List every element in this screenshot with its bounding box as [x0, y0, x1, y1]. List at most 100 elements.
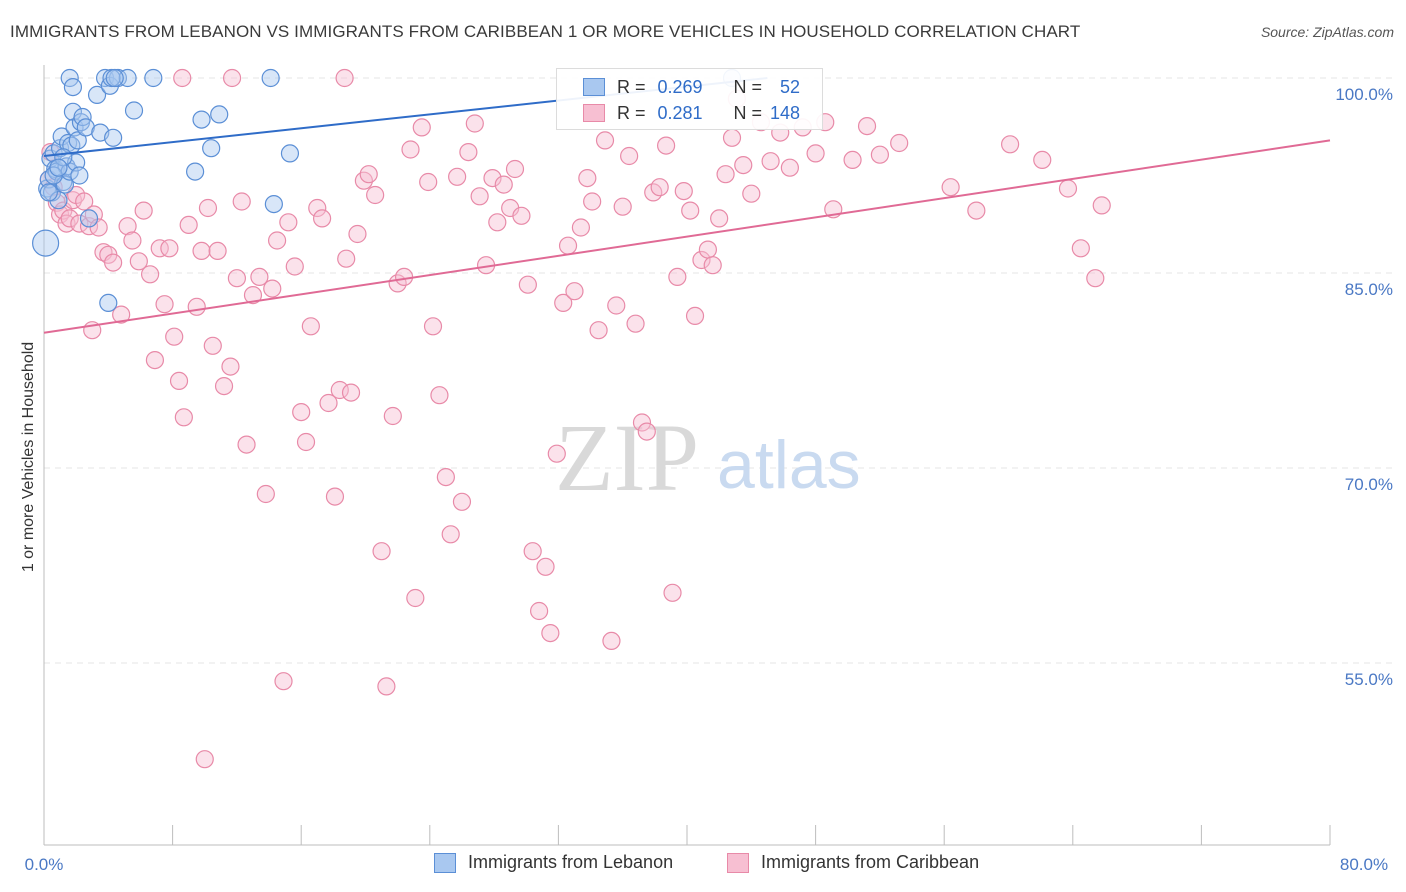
caribbean-point: [674, 182, 693, 201]
caribbean-points: [39, 68, 1111, 769]
caribbean-point: [470, 187, 489, 206]
caribbean-point: [256, 484, 275, 504]
lebanon-point: [70, 166, 89, 185]
caribbean-point: [237, 435, 256, 454]
lebanon-point: [79, 209, 99, 228]
caribbean-point: [465, 114, 484, 133]
caribbean-point: [530, 601, 549, 621]
caribbean-point: [267, 231, 287, 250]
x-tick-label: 0.0%: [25, 855, 64, 874]
trend-line-caribbean: [43, 139, 1331, 334]
legend-swatch-caribbean: [583, 104, 605, 122]
caribbean-point: [227, 269, 246, 288]
caribbean-point: [319, 393, 338, 413]
caribbean-point: [459, 143, 478, 162]
legend-row-lebanon: R = 0.269 N = 52: [557, 74, 800, 100]
caribbean-point: [325, 487, 345, 506]
caribbean-point: [173, 68, 192, 88]
caribbean-point: [1058, 179, 1078, 198]
legend-r-value-lebanon: 0.269: [657, 76, 703, 97]
lebanon-point: [202, 139, 221, 158]
caribbean-point: [692, 250, 711, 270]
caribbean-point: [857, 116, 877, 136]
caribbean-point: [430, 386, 449, 405]
caribbean-point: [436, 468, 455, 487]
series-legend-caribbean: Immigrants from Caribbean: [727, 852, 979, 873]
caribbean-point: [192, 241, 211, 260]
lebanon-point: [73, 107, 92, 127]
caribbean-point: [112, 305, 131, 324]
lebanon-point: [186, 162, 205, 181]
caribbean-point: [613, 197, 632, 216]
series-legend: Immigrants from Lebanon Immigrants from …: [0, 850, 1406, 880]
caribbean-point: [335, 68, 354, 88]
lebanon-point: [49, 191, 68, 210]
caribbean-point: [512, 206, 531, 225]
caribbean-point: [681, 201, 700, 220]
caribbean-point: [296, 432, 316, 452]
caribbean-point: [967, 201, 986, 220]
lebanon-point: [264, 195, 283, 214]
caribbean-point: [494, 175, 513, 194]
caribbean-point: [401, 140, 420, 159]
caribbean-point: [222, 68, 242, 88]
caribbean-point: [742, 184, 761, 203]
caribbean-point: [243, 286, 263, 305]
caribbean-point: [372, 542, 391, 561]
legend-r-label: R =: [617, 76, 646, 97]
caribbean-point: [1086, 269, 1105, 288]
caribbean-point: [722, 128, 742, 147]
caribbean-point: [843, 150, 862, 169]
caribbean-point: [330, 380, 349, 400]
legend-n-value-lebanon: 52: [780, 76, 801, 97]
caribbean-point: [250, 267, 269, 286]
lebanon-point: [49, 158, 68, 177]
lebanon-point: [210, 105, 229, 124]
caribbean-point: [118, 217, 137, 236]
caribbean-point: [650, 178, 669, 197]
caribbean-point: [394, 267, 414, 286]
series-swatch-caribbean: [727, 852, 749, 873]
caribbean-point: [214, 377, 234, 396]
caribbean-point: [448, 167, 467, 186]
legend: R = 0.269 N = 52 R = 0.281 N = 148: [556, 68, 823, 130]
caribbean-point: [179, 215, 198, 234]
caribbean-point: [129, 252, 148, 271]
caribbean-point: [716, 165, 735, 184]
caribbean-point: [140, 265, 160, 284]
caribbean-point: [341, 383, 361, 402]
caribbean-point: [505, 159, 525, 179]
caribbean-point: [150, 239, 169, 258]
series-legend-lebanon: Immigrants from Lebanon: [434, 852, 673, 873]
y-tick-label: 55.0%: [1345, 670, 1393, 689]
caribbean-point: [348, 224, 367, 244]
caribbean-point: [870, 145, 890, 164]
caribbean-point: [685, 306, 705, 325]
caribbean-point: [366, 185, 385, 205]
caribbean-point: [780, 158, 799, 177]
caribbean-point: [632, 413, 652, 432]
caribbean-point: [208, 241, 227, 260]
caribbean-point: [1071, 239, 1090, 258]
lebanon-point: [63, 77, 83, 97]
caribbean-point: [123, 231, 142, 250]
x-tick-label: 80.0%: [1340, 855, 1388, 874]
lebanon-point: [39, 183, 58, 202]
caribbean-point: [419, 172, 438, 192]
caribbean-point: [279, 213, 298, 232]
caribbean-point: [703, 256, 722, 275]
caribbean-point: [195, 750, 214, 769]
caribbean-point: [668, 267, 687, 286]
caribbean-point: [1001, 135, 1020, 154]
caribbean-point: [79, 217, 99, 236]
lebanon-point: [105, 68, 124, 88]
series-label-lebanon: Immigrants from Lebanon: [468, 852, 674, 872]
caribbean-point: [558, 236, 578, 255]
legend-n-value-caribbean: 148: [770, 102, 801, 123]
series-swatch-lebanon: [434, 852, 456, 873]
caribbean-point: [377, 677, 396, 696]
caribbean-point: [337, 249, 356, 268]
caribbean-point: [198, 198, 218, 218]
lebanon-point: [144, 68, 163, 88]
caribbean-point: [547, 444, 566, 463]
